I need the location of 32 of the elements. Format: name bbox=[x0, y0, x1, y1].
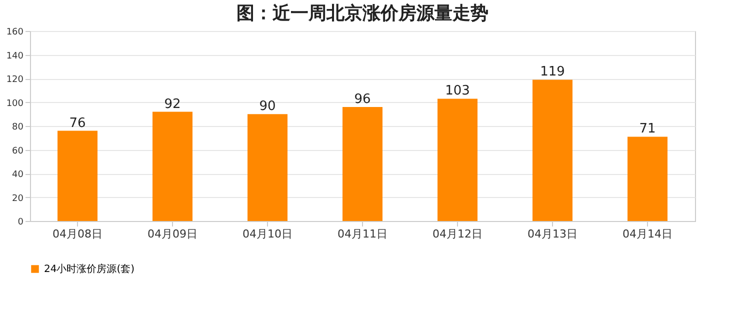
y-tick-label: 20 bbox=[12, 194, 24, 204]
x-tick-label: 04月11日 bbox=[338, 228, 388, 240]
x-tick-label: 04月14日 bbox=[622, 228, 672, 240]
data-label: 92 bbox=[164, 96, 181, 112]
data-label: 96 bbox=[354, 92, 371, 107]
x-tick-label: 04月13日 bbox=[528, 228, 578, 240]
data-label: 90 bbox=[259, 99, 276, 114]
x-tick-label: 04月12日 bbox=[432, 228, 482, 240]
y-tick-label: 160 bbox=[6, 28, 24, 38]
bar bbox=[438, 98, 478, 221]
bar bbox=[532, 80, 572, 221]
y-tick-label: 60 bbox=[12, 146, 24, 156]
data-label: 103 bbox=[445, 84, 470, 99]
y-tick-label: 0 bbox=[18, 218, 24, 228]
bar bbox=[152, 112, 192, 221]
data-label: 71 bbox=[639, 122, 656, 137]
y-tick-label: 140 bbox=[6, 51, 24, 62]
x-tick-label: 04月09日 bbox=[148, 228, 198, 240]
legend-label: 24小时涨价房源(套) bbox=[44, 263, 135, 275]
bar bbox=[342, 107, 382, 221]
x-tick-label: 04月10日 bbox=[242, 228, 292, 240]
y-tick-label: 80 bbox=[12, 122, 24, 132]
chart-title: 图：近一周北京涨价房源量走势 bbox=[236, 3, 488, 24]
y-tick-label: 120 bbox=[6, 75, 24, 85]
bar bbox=[58, 130, 98, 221]
data-label: 119 bbox=[540, 64, 565, 80]
y-tick-label: 40 bbox=[12, 170, 24, 180]
data-label: 76 bbox=[69, 116, 86, 131]
bar bbox=[248, 114, 288, 221]
x-tick-label: 04月08日 bbox=[52, 228, 102, 240]
y-tick-label: 100 bbox=[6, 98, 24, 109]
bar bbox=[628, 136, 668, 221]
